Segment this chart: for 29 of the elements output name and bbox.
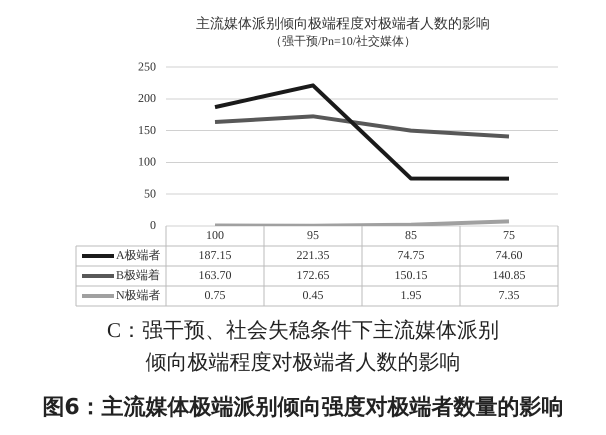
data-label: 163.70 [198, 268, 232, 282]
chart-title: 主流媒体派别倾向极端程度对极端者人数的影响 [196, 16, 490, 32]
legend-label: A极端者 [116, 248, 161, 262]
data-label: 1.95 [400, 288, 422, 302]
y-tick-label: 0 [150, 218, 156, 232]
x-tick-label: 100 [206, 228, 224, 242]
legend-label: N极端者 [116, 288, 161, 302]
data-label: 187.15 [198, 248, 232, 262]
y-tick-label: 150 [138, 122, 156, 137]
data-label: 150.15 [394, 268, 428, 282]
legend-label: B极端着 [116, 268, 160, 282]
chart-subtitle: （强干预/Pn=10/社交媒体） [270, 34, 416, 48]
data-label: 0.75 [204, 288, 226, 302]
y-tick-label: 50 [144, 186, 156, 200]
y-tick-label: 100 [138, 154, 156, 169]
y-tick-label: 200 [138, 91, 156, 106]
data-label: 74.75 [398, 248, 424, 262]
data-label: 7.35 [498, 288, 520, 302]
caption: 图6：主流媒体极端派别倾向强度对极端者数量的影响 [41, 394, 565, 422]
y-tick-label: 250 [138, 59, 156, 74]
data-label: 172.65 [296, 268, 330, 282]
data-label: 221.35 [296, 248, 330, 262]
data-label: 140.85 [492, 268, 526, 282]
x-tick-label: 75 [503, 228, 515, 242]
x-tick-label: 95 [307, 228, 319, 242]
data-label: 74.60 [496, 248, 522, 262]
text: C：强干预、社会失稳条件下主流媒体派别倾向极端程度对极端者人数的影响 [106, 317, 500, 376]
x-tick-label: 85 [405, 228, 417, 242]
data-label: 0.45 [302, 288, 324, 302]
